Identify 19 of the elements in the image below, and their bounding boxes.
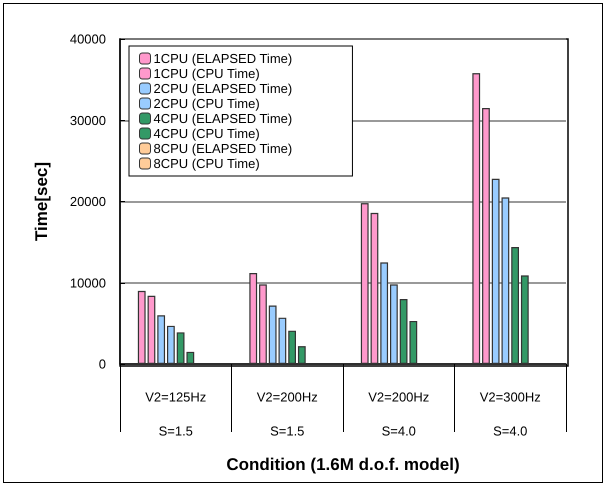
category-label: V2=200Hz S=4.0: [368, 390, 430, 438]
y-tick-label: 10000: [70, 275, 106, 290]
legend-label: 2CPU (CPU Time): [154, 96, 260, 111]
legend-label: 4CPU (ELAPSED Time): [154, 111, 292, 126]
category-label: V2=125Hz S=1.5: [145, 390, 206, 438]
y-tick-label: 20000: [70, 194, 106, 209]
y-tick-label: 30000: [70, 112, 106, 128]
y-tick-label: 40000: [70, 32, 106, 46]
y-tick-label: 0: [98, 356, 106, 372]
legend-label: 1CPU (CPU Time): [154, 66, 260, 81]
legend-label: 8CPU (ELAPSED Time): [154, 141, 292, 156]
legend-label: 8CPU (CPU Time): [154, 156, 260, 171]
category-label: V2=300Hz S=4.0: [480, 390, 541, 438]
legend-label: 1CPU (ELAPSED Time): [154, 51, 292, 66]
category-label: V2=200Hz S=1.5: [256, 390, 318, 438]
y-axis-title: Time[sec]: [32, 162, 51, 242]
legend-label: 4CPU (CPU Time): [154, 126, 260, 141]
legend-label: 2CPU (ELAPSED Time): [154, 81, 292, 96]
x-axis-title: Condition (1.6M d.o.f. model): [226, 455, 460, 474]
